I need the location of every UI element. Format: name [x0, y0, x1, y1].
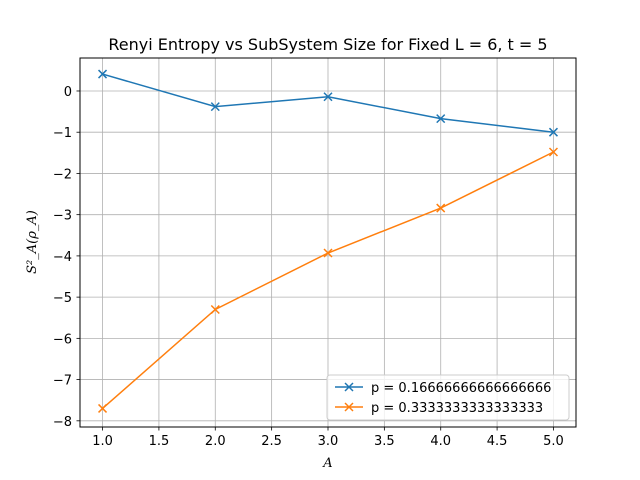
- x-tick-label: 4.5: [487, 434, 508, 449]
- legend-box: [326, 374, 570, 421]
- data-point: [436, 203, 446, 213]
- x-tick-label: 2.0: [205, 434, 226, 449]
- y-tick-label: −5: [53, 291, 72, 306]
- x-axis-label: A: [322, 456, 332, 471]
- ticks: 1.0 1.5 2.0 2.5 3.0 3.5 4.0 4.5 5.0 0 −1 −2 −3 −4 −5 −6…: [53, 85, 564, 449]
- data-point: [548, 147, 558, 157]
- x-tick-label: 1.0: [92, 434, 113, 449]
- legend: p = 0.16666666666666666 p = 0.33333333333…: [326, 374, 570, 421]
- x-tick-label: 3.0: [318, 434, 339, 449]
- data-point: [548, 127, 558, 137]
- legend-label: p = 0.16666666666666666: [371, 381, 551, 396]
- data-point: [323, 248, 333, 258]
- y-tick-label: −8: [53, 415, 72, 430]
- y-tick-label: −7: [53, 374, 72, 389]
- legend-marker: [344, 382, 354, 392]
- data-point: [323, 92, 333, 102]
- x-tick-label: 1.5: [149, 434, 170, 449]
- legend-marker: [344, 402, 354, 412]
- y-tick-label: −2: [53, 167, 72, 182]
- x-tick-label: 4.0: [430, 434, 451, 449]
- series-layer: [98, 69, 558, 413]
- data-point: [436, 114, 446, 124]
- data-point: [210, 102, 220, 112]
- grid: [80, 58, 576, 427]
- x-tick-label: 5.0: [543, 434, 564, 449]
- y-tick-label: 0: [64, 85, 72, 100]
- data-point: [210, 304, 220, 315]
- data-point: [98, 69, 108, 79]
- legend-label: p = 0.3333333333333333: [371, 401, 543, 416]
- y-axis-label: S²_A(ρ_A): [25, 210, 40, 274]
- y-tick-label: −6: [53, 332, 72, 347]
- chart-title: Renyi Entropy vs SubSystem Size for Fixe…: [108, 35, 547, 54]
- y-tick-label: −3: [53, 209, 72, 224]
- data-point: [98, 403, 108, 413]
- y-tick-label: −1: [53, 126, 72, 141]
- y-tick-label: −4: [53, 250, 72, 265]
- x-tick-label: 3.5: [374, 434, 395, 449]
- x-tick-label: 2.5: [261, 434, 282, 449]
